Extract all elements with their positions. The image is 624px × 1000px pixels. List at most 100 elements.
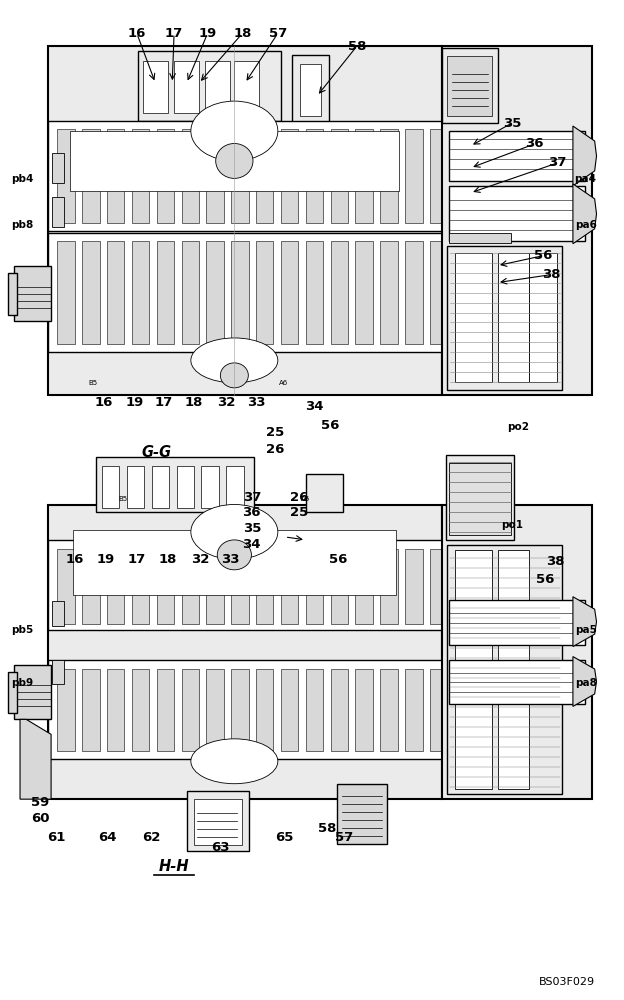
Bar <box>405 241 422 344</box>
Polygon shape <box>573 657 597 706</box>
Text: 63: 63 <box>211 841 229 854</box>
Bar <box>405 549 422 624</box>
Bar <box>449 660 585 704</box>
Text: 32: 32 <box>191 553 210 566</box>
Polygon shape <box>20 719 51 799</box>
Text: 18: 18 <box>185 396 203 409</box>
Text: pa6: pa6 <box>575 220 597 230</box>
Bar <box>48 233 442 352</box>
Bar <box>499 550 529 789</box>
Text: pa8: pa8 <box>575 678 597 688</box>
Bar <box>182 669 199 751</box>
Bar <box>152 466 169 508</box>
Bar <box>73 530 396 595</box>
Bar <box>107 669 124 751</box>
Bar <box>52 601 64 626</box>
Bar <box>107 549 124 624</box>
Text: BS03F029: BS03F029 <box>539 977 595 987</box>
Bar <box>300 64 321 116</box>
Bar <box>455 253 492 382</box>
Bar <box>306 241 323 344</box>
Text: G-G: G-G <box>142 445 172 460</box>
Bar <box>381 549 397 624</box>
Text: pa4: pa4 <box>575 174 597 184</box>
Text: 56: 56 <box>329 553 348 566</box>
Bar <box>356 241 373 344</box>
Bar <box>48 505 442 799</box>
Ellipse shape <box>191 101 278 161</box>
Text: 62: 62 <box>142 831 161 844</box>
Bar <box>430 241 447 344</box>
Bar <box>57 669 75 751</box>
Text: 56: 56 <box>536 573 554 586</box>
Text: po2: po2 <box>507 422 529 432</box>
Bar <box>194 799 242 845</box>
Bar <box>256 241 273 344</box>
Text: 35: 35 <box>503 117 521 130</box>
Ellipse shape <box>191 338 278 383</box>
Bar <box>331 241 348 344</box>
Bar <box>449 233 511 243</box>
Bar <box>232 241 248 344</box>
Bar <box>52 153 64 183</box>
Bar <box>202 466 219 508</box>
Bar <box>187 791 248 851</box>
Text: 34: 34 <box>305 400 323 413</box>
Text: A6: A6 <box>301 496 310 502</box>
Bar <box>182 549 199 624</box>
Bar <box>447 246 562 390</box>
Polygon shape <box>573 126 597 186</box>
Bar <box>455 550 492 789</box>
Bar <box>157 241 174 344</box>
Text: 58: 58 <box>348 40 366 53</box>
Bar <box>430 549 447 624</box>
Bar <box>256 549 273 624</box>
Text: 32: 32 <box>217 396 235 409</box>
Bar <box>143 61 168 113</box>
Bar <box>356 549 373 624</box>
Bar <box>292 55 329 123</box>
Bar <box>14 665 51 719</box>
Bar <box>102 466 119 508</box>
Text: pb9: pb9 <box>11 678 33 688</box>
Text: 25: 25 <box>266 426 284 439</box>
Bar <box>157 549 174 624</box>
Bar <box>281 549 298 624</box>
Bar <box>227 466 243 508</box>
Text: H-H: H-H <box>158 859 190 874</box>
Text: pb4: pb4 <box>11 174 33 184</box>
Text: 17: 17 <box>155 396 173 409</box>
Text: pb8: pb8 <box>11 220 33 230</box>
Bar <box>331 669 348 751</box>
Text: 64: 64 <box>98 831 116 844</box>
Text: A6: A6 <box>280 380 289 386</box>
Ellipse shape <box>216 143 253 178</box>
Text: 34: 34 <box>243 538 261 551</box>
Text: 36: 36 <box>243 506 261 519</box>
Bar <box>57 129 75 223</box>
Text: 35: 35 <box>243 522 261 535</box>
Bar <box>48 46 442 395</box>
Bar <box>107 241 124 344</box>
Bar <box>232 549 248 624</box>
Bar <box>127 466 144 508</box>
Bar <box>337 784 386 844</box>
Text: B5: B5 <box>118 496 127 502</box>
Text: 65: 65 <box>275 831 293 844</box>
Bar <box>529 253 557 382</box>
Ellipse shape <box>217 540 251 570</box>
Bar <box>446 455 514 540</box>
Bar <box>449 131 585 181</box>
Text: 26: 26 <box>266 443 284 456</box>
Text: 56: 56 <box>321 419 340 432</box>
Bar <box>48 121 442 231</box>
Text: po1: po1 <box>501 520 523 530</box>
Text: 19: 19 <box>126 396 144 409</box>
Bar <box>449 463 511 535</box>
Bar <box>430 669 447 751</box>
Bar <box>52 660 64 684</box>
Bar <box>356 129 373 223</box>
Bar <box>138 51 281 121</box>
Ellipse shape <box>191 504 278 559</box>
Bar <box>442 505 592 799</box>
